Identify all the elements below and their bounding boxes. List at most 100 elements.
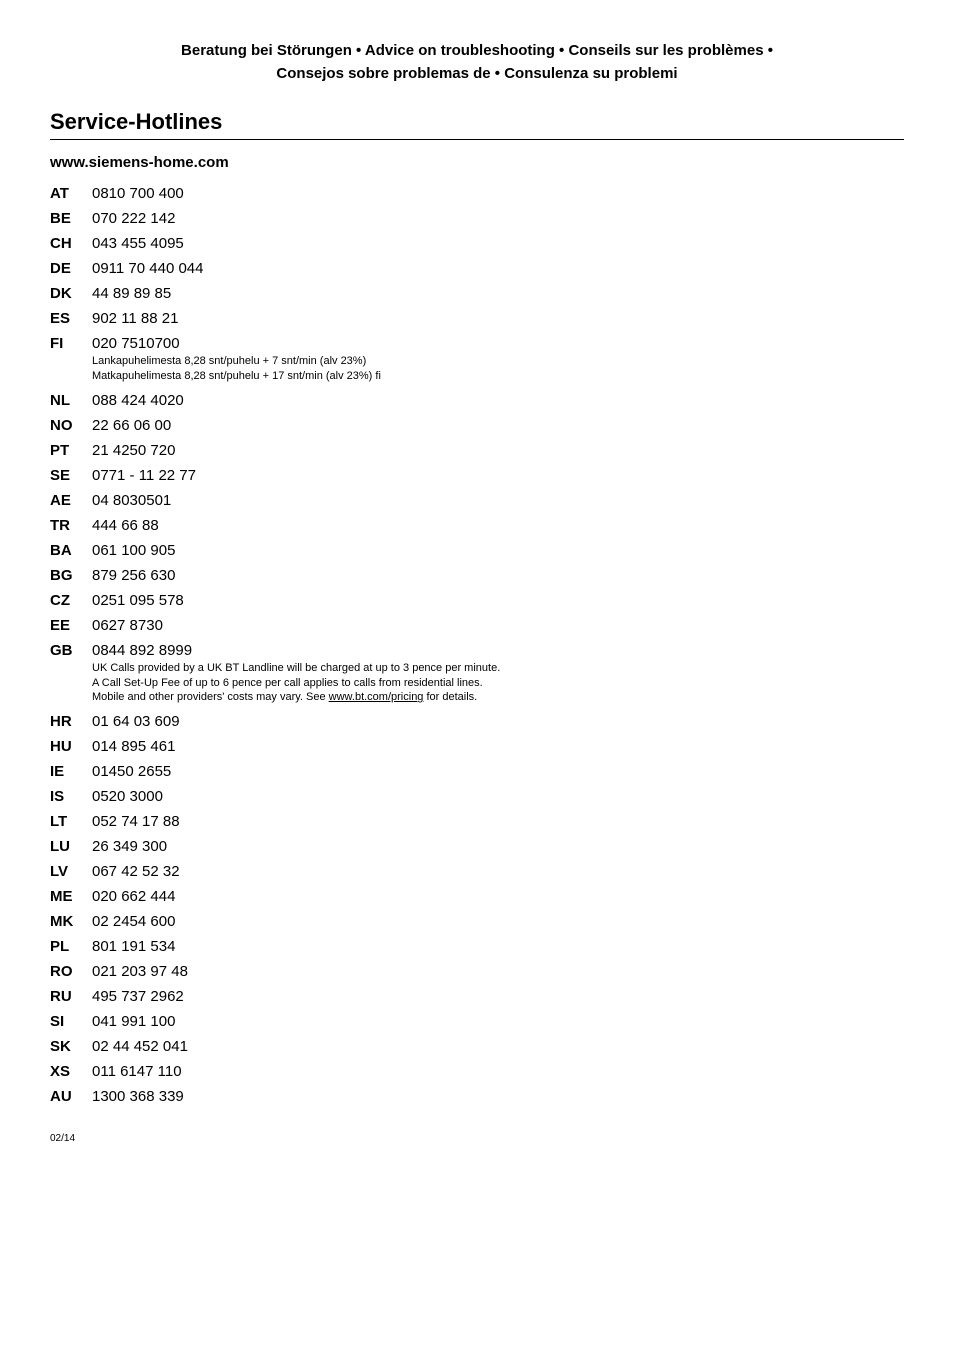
entry-note: Lankapuhelimesta 8,28 snt/puhelu + 7 snt… (92, 354, 381, 384)
hotline-entry: NL088 424 4020 (50, 392, 904, 409)
title-rule (50, 139, 904, 140)
hotline-entry: LT052 74 17 88 (50, 813, 904, 830)
country-code: EE (50, 617, 92, 634)
entry-content: 01450 2655 (92, 763, 171, 780)
phone-number: 014 895 461 (92, 738, 175, 755)
phone-number: 0771 - 11 22 77 (92, 467, 196, 484)
country-code: BE (50, 210, 92, 227)
country-code: RO (50, 963, 92, 980)
phone-number: 0520 3000 (92, 788, 163, 805)
country-code: IS (50, 788, 92, 805)
hotline-entry: AE04 8030501 (50, 492, 904, 509)
hotline-entry: MK02 2454 600 (50, 913, 904, 930)
header-line-1: Beratung bei Störungen • Advice on troub… (181, 42, 773, 59)
phone-number: 21 4250 720 (92, 442, 175, 459)
hotline-list: AT0810 700 400BE070 222 142CH043 455 409… (50, 185, 904, 1105)
entry-content: 02 44 452 041 (92, 1038, 188, 1055)
country-code: IE (50, 763, 92, 780)
entry-content: 067 42 52 32 (92, 863, 180, 880)
entry-content: 801 191 534 (92, 938, 175, 955)
country-code: GB (50, 642, 92, 659)
phone-number: 902 11 88 21 (92, 310, 178, 327)
entry-content: 0627 8730 (92, 617, 163, 634)
hotline-entry: SE0771 - 11 22 77 (50, 467, 904, 484)
hotline-entry: HR01 64 03 609 (50, 713, 904, 730)
country-code: SI (50, 1013, 92, 1030)
entry-content: 020 662 444 (92, 888, 175, 905)
phone-number: 879 256 630 (92, 567, 175, 584)
phone-number: 070 222 142 (92, 210, 175, 227)
country-code: DE (50, 260, 92, 277)
entry-content: 0810 700 400 (92, 185, 184, 202)
phone-number: 0911 70 440 044 (92, 260, 204, 277)
footer-date: 02/14 (50, 1133, 904, 1144)
hotline-entry: LV067 42 52 32 (50, 863, 904, 880)
entry-content: 04 8030501 (92, 492, 171, 509)
phone-number: 1300 368 339 (92, 1088, 184, 1105)
hotline-entry: TR444 66 88 (50, 517, 904, 534)
hotline-entry: AT0810 700 400 (50, 185, 904, 202)
phone-number: 020 7510700 (92, 335, 381, 352)
phone-number: 021 203 97 48 (92, 963, 188, 980)
phone-number: 02 2454 600 (92, 913, 175, 930)
phone-number: 020 662 444 (92, 888, 175, 905)
hotline-entry: ME020 662 444 (50, 888, 904, 905)
hotline-entry: SK02 44 452 041 (50, 1038, 904, 1055)
country-code: CH (50, 235, 92, 252)
entry-content: 088 424 4020 (92, 392, 184, 409)
entry-content: 0771 - 11 22 77 (92, 467, 196, 484)
hotline-entry: CH043 455 4095 (50, 235, 904, 252)
phone-number: 043 455 4095 (92, 235, 184, 252)
entry-content: 0520 3000 (92, 788, 163, 805)
country-code: LT (50, 813, 92, 830)
country-code: NL (50, 392, 92, 409)
hotline-entry: BG879 256 630 (50, 567, 904, 584)
country-code: MK (50, 913, 92, 930)
header-block: Beratung bei Störungen • Advice on troub… (50, 40, 904, 85)
hotline-entry: LU26 349 300 (50, 838, 904, 855)
hotline-entry: NO22 66 06 00 (50, 417, 904, 434)
country-code: LU (50, 838, 92, 855)
country-code: PL (50, 938, 92, 955)
hotline-entry: EE0627 8730 (50, 617, 904, 634)
entry-content: 21 4250 720 (92, 442, 175, 459)
phone-number: 495 737 2962 (92, 988, 184, 1005)
country-code: SK (50, 1038, 92, 1055)
hotline-entry: GB0844 892 8999 UK Calls provided by a UK… (50, 642, 904, 706)
entry-content: 011 6147 110 (92, 1063, 182, 1080)
hotline-entry: SI041 991 100 (50, 1013, 904, 1030)
entry-content: 014 895 461 (92, 738, 175, 755)
entry-content: 052 74 17 88 (92, 813, 180, 830)
entry-content: 879 256 630 (92, 567, 175, 584)
hotline-entry: BE070 222 142 (50, 210, 904, 227)
country-code: LV (50, 863, 92, 880)
entry-note: UK Calls provided by a UK BT Landline wi… (92, 661, 500, 706)
entry-content: 070 222 142 (92, 210, 175, 227)
hotline-entry: PT21 4250 720 (50, 442, 904, 459)
hotline-entry: IS0520 3000 (50, 788, 904, 805)
hotline-entry: BA061 100 905 (50, 542, 904, 559)
country-code: ES (50, 310, 92, 327)
hotline-entry: CZ0251 095 578 (50, 592, 904, 609)
phone-number: 01450 2655 (92, 763, 171, 780)
entry-content: 444 66 88 (92, 517, 159, 534)
entry-content: 495 737 2962 (92, 988, 184, 1005)
entry-content: 26 349 300 (92, 838, 167, 855)
hotline-entry: DE0911 70 440 044 (50, 260, 904, 277)
country-code: NO (50, 417, 92, 434)
entry-content: 020 7510700 Lankapuhelimesta 8,28 snt/puh… (92, 335, 381, 384)
hotline-entry: FI020 7510700Lankapuhelimesta 8,28 snt/p… (50, 335, 904, 384)
country-code: ME (50, 888, 92, 905)
country-code: PT (50, 442, 92, 459)
website-subhead: www.siemens-home.com (50, 154, 904, 171)
hotline-entry: ES902 11 88 21 (50, 310, 904, 327)
hotline-entry: PL801 191 534 (50, 938, 904, 955)
entry-content: 902 11 88 21 (92, 310, 178, 327)
hotline-entry: RU495 737 2962 (50, 988, 904, 1005)
country-code: BA (50, 542, 92, 559)
country-code: RU (50, 988, 92, 1005)
country-code: BG (50, 567, 92, 584)
entry-content: 021 203 97 48 (92, 963, 188, 980)
phone-number: 0844 892 8999 (92, 642, 500, 659)
page-title: Service-Hotlines (50, 109, 904, 135)
